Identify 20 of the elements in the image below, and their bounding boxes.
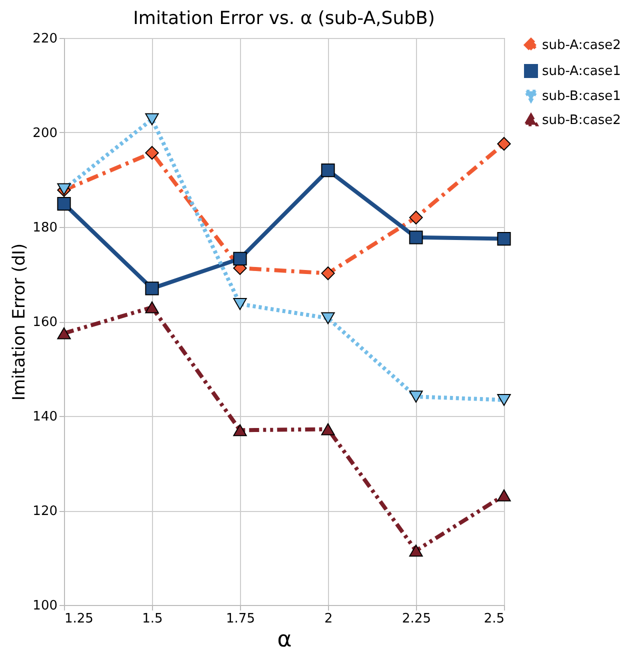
y-tick-label: 100 — [32, 598, 58, 614]
x-tick-label: 1.75 — [226, 612, 255, 626]
legend-label: sub-A:case1 — [542, 64, 621, 79]
x-tick-label: 1.25 — [64, 612, 94, 626]
y-tick-label: 200 — [32, 126, 58, 141]
y-tick-label: 160 — [32, 315, 58, 330]
y-tick-label: 220 — [32, 32, 58, 46]
y-tick-label: 140 — [32, 410, 58, 424]
y-tick-label: 180 — [32, 220, 58, 236]
y-tick-label: 120 — [32, 504, 58, 519]
x-tick-label: 2.5 — [484, 612, 504, 626]
legend-label: sub-B:case1 — [542, 89, 621, 104]
legend-label: sub-B:case2 — [542, 113, 621, 128]
x-tick-label: 1.5 — [142, 612, 163, 626]
legend-label: sub-A:case2 — [542, 38, 621, 53]
x-tick-label: 2 — [324, 612, 333, 626]
x-tick-label: 2.25 — [402, 612, 431, 626]
chart-title: Imitation Error vs. α (sub-A,SubB) — [133, 8, 435, 29]
y-axis-title: Imitation Error (dI) — [10, 243, 30, 401]
x-axis-title: α — [277, 628, 292, 652]
